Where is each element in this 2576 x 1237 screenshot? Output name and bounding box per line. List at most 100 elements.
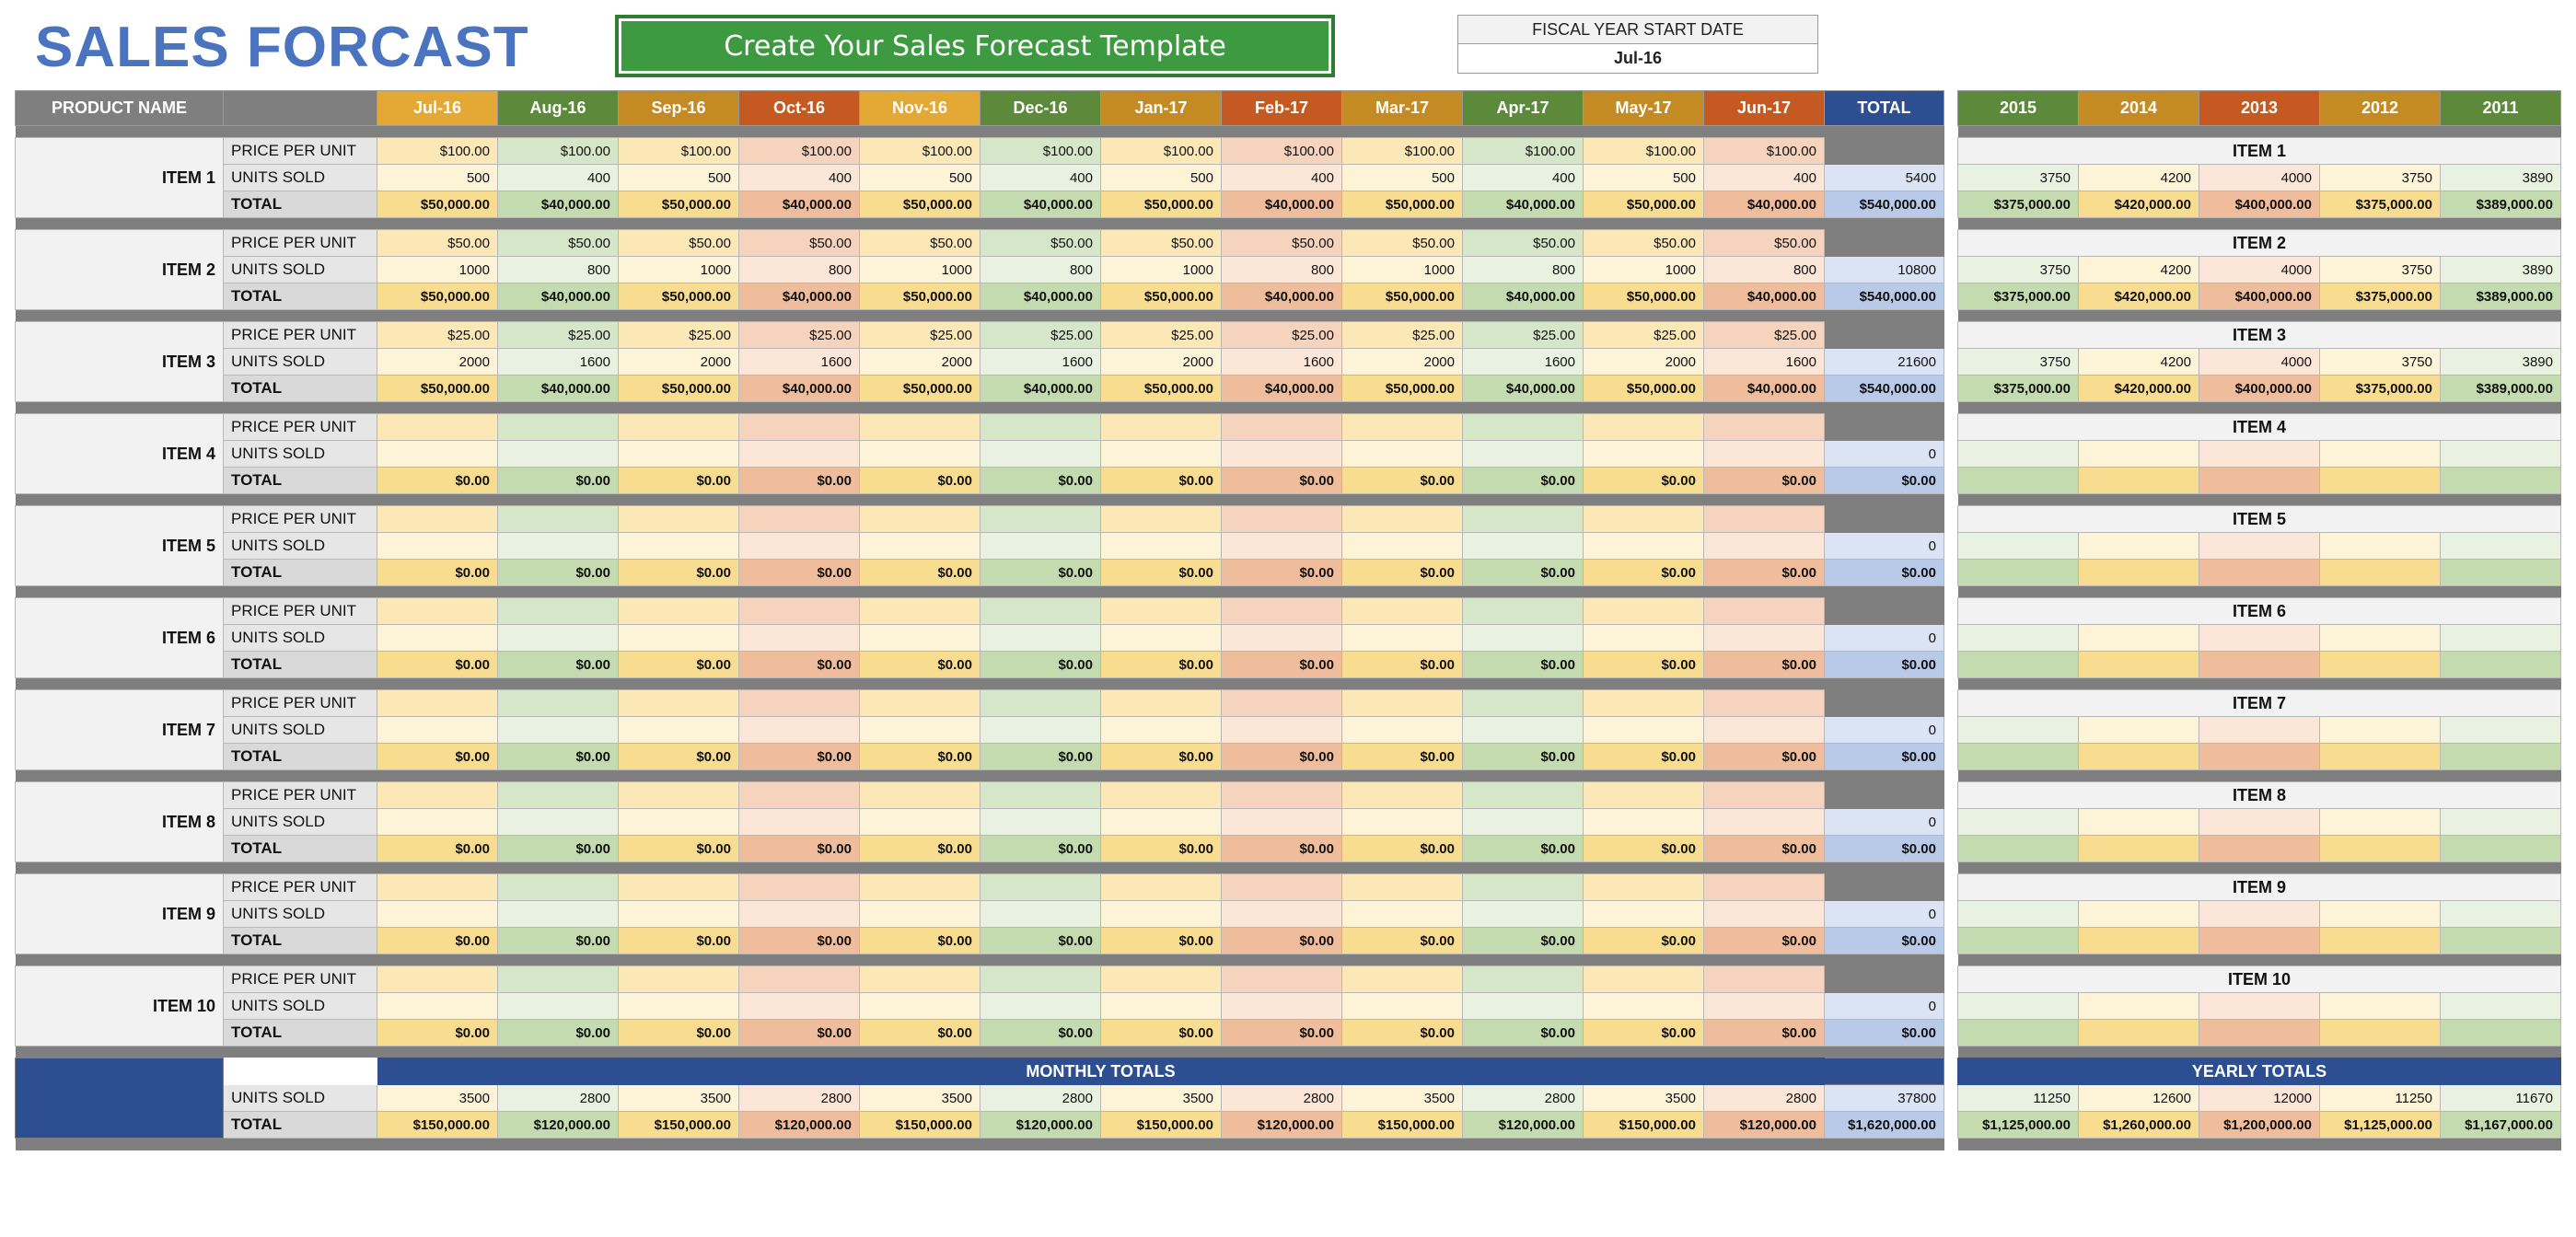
cell-price[interactable] [618,965,739,993]
cell-units[interactable]: 800 [1221,256,1342,283]
cell-price[interactable] [980,873,1101,901]
yearly-units-cell[interactable] [2319,900,2441,928]
cell-price[interactable]: $100.00 [980,137,1101,165]
cell-price[interactable] [497,689,619,717]
cell-units[interactable] [377,992,498,1020]
yearly-units-cell[interactable]: 3750 [1957,164,2079,191]
cell-price[interactable] [618,413,739,441]
yearly-units-cell[interactable] [2078,808,2199,836]
yearly-units-cell[interactable] [2319,440,2441,468]
cell-units[interactable] [377,716,498,744]
cell-units[interactable] [1583,532,1704,560]
cell-units[interactable]: 800 [980,256,1101,283]
yearly-units-cell[interactable] [2440,532,2561,560]
yearly-units-cell[interactable]: 4000 [2199,164,2320,191]
cell-price[interactable] [1100,505,1222,533]
cell-units[interactable]: 1000 [618,256,739,283]
cell-price[interactable] [1100,597,1222,625]
cell-price[interactable] [1462,597,1584,625]
cell-price[interactable] [980,413,1101,441]
yearly-units-cell[interactable] [2078,532,2199,560]
cell-units[interactable] [618,992,739,1020]
cell-price[interactable]: $50.00 [980,229,1101,257]
cell-units[interactable]: 800 [497,256,619,283]
cell-units[interactable]: 400 [497,164,619,191]
cell-price[interactable] [1703,781,1825,809]
cell-price[interactable] [1703,505,1825,533]
yearly-units-cell[interactable] [2319,808,2441,836]
cell-units[interactable]: 1600 [497,348,619,376]
cell-price[interactable] [1583,413,1704,441]
cell-units[interactable]: 500 [618,164,739,191]
cell-price[interactable] [1583,689,1704,717]
cell-units[interactable]: 1000 [859,256,981,283]
cell-units[interactable] [618,532,739,560]
create-template-button[interactable]: Create Your Sales Forecast Template [615,15,1335,77]
yearly-units-cell[interactable]: 3750 [2319,164,2441,191]
cell-price[interactable]: $50.00 [738,229,860,257]
cell-price[interactable] [1221,413,1342,441]
cell-price[interactable] [738,597,860,625]
cell-units[interactable] [1221,808,1342,836]
cell-units[interactable] [1462,440,1584,468]
cell-units[interactable]: 500 [377,164,498,191]
cell-units[interactable] [1703,624,1825,652]
cell-price[interactable] [859,689,981,717]
cell-units[interactable] [1703,992,1825,1020]
cell-price[interactable]: $25.00 [1583,321,1704,349]
cell-units[interactable]: 1600 [980,348,1101,376]
cell-units[interactable] [497,440,619,468]
cell-units[interactable] [980,992,1101,1020]
cell-price[interactable] [980,505,1101,533]
cell-price[interactable] [1221,505,1342,533]
cell-price[interactable]: $100.00 [618,137,739,165]
cell-units[interactable] [1221,532,1342,560]
cell-price[interactable] [618,597,739,625]
cell-price[interactable] [859,965,981,993]
yearly-units-cell[interactable] [2440,716,2561,744]
cell-units[interactable] [1221,992,1342,1020]
cell-price[interactable] [1341,873,1463,901]
cell-price[interactable] [618,873,739,901]
cell-units[interactable] [738,716,860,744]
cell-units[interactable] [1341,532,1463,560]
cell-units[interactable] [1703,716,1825,744]
cell-units[interactable] [980,716,1101,744]
cell-price[interactable] [738,413,860,441]
cell-units[interactable] [738,900,860,928]
cell-price[interactable] [1703,965,1825,993]
cell-price[interactable]: $50.00 [1462,229,1584,257]
cell-units[interactable] [497,900,619,928]
cell-price[interactable] [738,689,860,717]
cell-price[interactable] [1703,689,1825,717]
cell-price[interactable]: $50.00 [1703,229,1825,257]
cell-price[interactable]: $25.00 [497,321,619,349]
cell-price[interactable] [859,505,981,533]
yearly-units-cell[interactable] [1957,440,2079,468]
cell-price[interactable]: $25.00 [738,321,860,349]
cell-price[interactable] [738,505,860,533]
cell-price[interactable]: $25.00 [377,321,498,349]
cell-units[interactable] [497,624,619,652]
cell-price[interactable] [1341,413,1463,441]
cell-price[interactable]: $50.00 [618,229,739,257]
cell-price[interactable]: $100.00 [377,137,498,165]
yearly-units-cell[interactable] [1957,716,2079,744]
yearly-units-cell[interactable]: 3890 [2440,348,2561,376]
cell-units[interactable] [1100,624,1222,652]
cell-price[interactable] [1341,597,1463,625]
cell-units[interactable]: 2000 [1100,348,1222,376]
cell-price[interactable]: $100.00 [859,137,981,165]
cell-price[interactable] [377,873,498,901]
cell-units[interactable] [1462,808,1584,836]
yearly-units-cell[interactable] [2078,992,2199,1020]
cell-price[interactable] [377,689,498,717]
yearly-units-cell[interactable] [2199,532,2320,560]
cell-units[interactable] [1341,992,1463,1020]
yearly-units-cell[interactable] [2319,532,2441,560]
yearly-units-cell[interactable]: 3750 [1957,348,2079,376]
cell-price[interactable]: $100.00 [1341,137,1463,165]
cell-units[interactable]: 2000 [859,348,981,376]
cell-units[interactable] [859,808,981,836]
cell-price[interactable]: $50.00 [377,229,498,257]
